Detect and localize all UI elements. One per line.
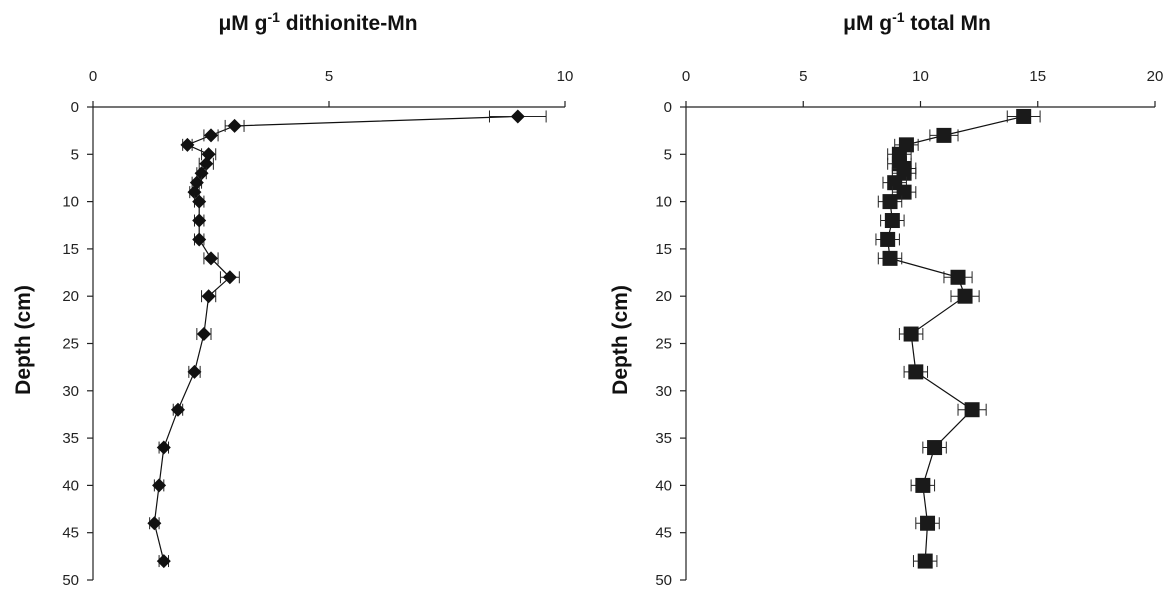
y-tick-label: 40 (655, 477, 672, 494)
tick-labels: 0 5 10 15 20 0 5 10 15 20 25 30 35 40 45 50 (655, 68, 1163, 589)
y-axis-label: Depth (cm) (609, 285, 632, 395)
chart-panel-total-mn: μM g-1 total Mn Depth (cm) 0 5 10 15 20 0 5 10 1… (609, 9, 1163, 589)
y-tick-label: 40 (62, 477, 79, 494)
data-point (884, 213, 900, 229)
x-tick-label: 0 (89, 68, 97, 85)
data-point (222, 270, 237, 285)
data-point (196, 327, 211, 342)
data-point (187, 364, 202, 379)
chart-title: μM g-1 dithionite-Mn (218, 9, 417, 35)
y-tick-label: 10 (655, 194, 672, 211)
data-point (936, 127, 952, 143)
data-point (201, 289, 216, 304)
y-tick-label: 50 (655, 572, 672, 589)
y-tick-label: 10 (62, 194, 79, 211)
data-point (927, 440, 943, 456)
data-point (192, 194, 207, 209)
chart-panel-dithionite-mn: μM g-1 dithionite-Mn Depth (cm) 0 5 10 0 5 10… (12, 9, 573, 589)
data-point (920, 515, 936, 531)
x-tick-label: 5 (325, 68, 333, 85)
y-tick-label: 25 (655, 336, 672, 353)
x-tick-label: 5 (799, 68, 807, 85)
data-point (204, 251, 218, 266)
data-point (187, 185, 202, 200)
data-series (147, 109, 547, 569)
y-tick-label: 15 (655, 241, 672, 258)
data-point (880, 231, 896, 247)
y-axis-label: Depth (cm) (12, 285, 35, 395)
data-point (194, 166, 209, 181)
data-point (964, 402, 980, 418)
x-tick-label: 15 (1029, 68, 1046, 85)
y-tick-label: 5 (71, 146, 79, 163)
y-tick-label: 0 (71, 99, 79, 116)
y-tick-label: 20 (62, 288, 79, 305)
y-tick-label: 20 (655, 288, 672, 305)
y-tick-label: 5 (664, 146, 672, 163)
y-tick-label: 30 (62, 383, 79, 400)
y-tick-label: 45 (62, 525, 79, 542)
data-point (227, 118, 242, 133)
data-point (204, 128, 218, 143)
data-series (875, 108, 1041, 569)
x-tick-label: 10 (912, 68, 929, 85)
data-point (199, 156, 214, 171)
data-point (170, 402, 185, 417)
series-line (153, 115, 518, 562)
data-point (908, 364, 924, 380)
data-point (510, 109, 525, 124)
y-tick-label: 35 (655, 430, 672, 447)
y-tick-label: 45 (655, 525, 672, 542)
axes (87, 101, 566, 581)
y-tick-label: 25 (62, 336, 79, 353)
y-tick-label: 15 (62, 241, 79, 258)
data-point (882, 250, 898, 266)
y-tick-label: 30 (655, 383, 672, 400)
data-point (156, 440, 171, 455)
x-tick-label: 0 (682, 68, 690, 85)
data-point (201, 147, 216, 162)
data-point (152, 478, 167, 493)
data-point (189, 175, 204, 190)
data-point (192, 232, 207, 247)
data-point (156, 554, 171, 569)
tick-labels: 0 5 10 0 5 10 15 20 25 30 35 40 45 50 (62, 68, 573, 589)
data-point (950, 269, 966, 285)
data-point (1016, 108, 1032, 124)
data-point (903, 326, 919, 342)
data-point (917, 553, 933, 569)
data-point (896, 184, 912, 200)
y-tick-label: 35 (62, 430, 79, 447)
x-tick-label: 10 (557, 68, 574, 85)
data-point (957, 288, 973, 304)
data-point (147, 516, 162, 531)
axes (680, 101, 1156, 581)
data-point (180, 137, 195, 152)
data-point (882, 194, 898, 210)
x-tick-label: 20 (1147, 68, 1164, 85)
chart-title: μM g-1 total Mn (843, 9, 991, 35)
y-tick-label: 0 (664, 99, 672, 116)
y-tick-label: 50 (62, 572, 79, 589)
data-point (192, 213, 207, 228)
data-point (915, 477, 931, 493)
